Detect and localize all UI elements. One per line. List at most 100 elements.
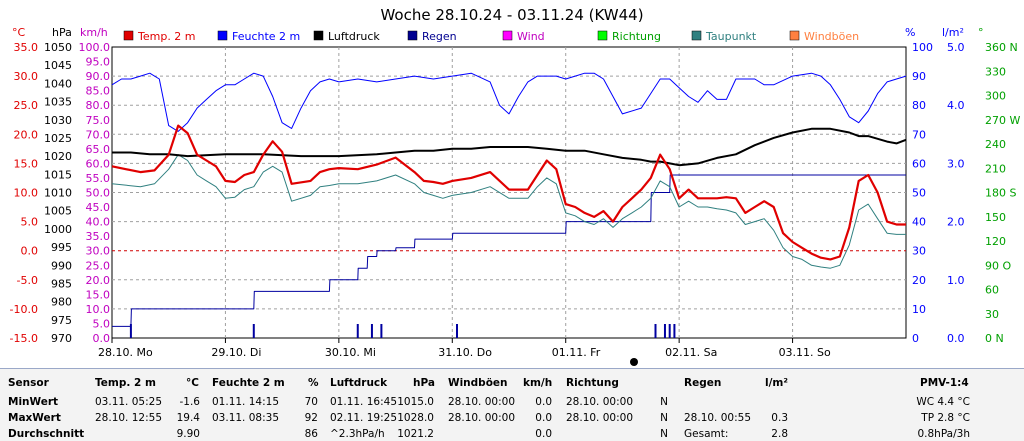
- tick-direction: 180 S: [985, 187, 1016, 200]
- series-layer: [111, 72, 907, 338]
- tick-wind: 90.0: [86, 70, 111, 83]
- hdr-luft: Luftdruck: [330, 377, 388, 389]
- legend-label: Luftdruck: [328, 30, 380, 43]
- weather-chart: Woche 28.10.24 - 03.11.24 (KW44) 35.0 30.…: [10, 6, 1021, 366]
- hdr-richt: Richtung: [566, 377, 619, 389]
- tick-wind: 30.0: [86, 245, 111, 258]
- legend-label: Temp. 2 m: [137, 30, 196, 43]
- hdr-feuchte: Feuchte 2 m: [212, 377, 285, 389]
- tick-wind: 20.0: [86, 274, 111, 287]
- temp-time: 28.10. 12:55: [95, 412, 162, 424]
- hdr-feuchte-unit: %: [308, 377, 319, 389]
- row-label: MaxWert: [8, 412, 61, 424]
- tick-rain: 3.0: [947, 157, 965, 170]
- legend-label: Windböen: [804, 30, 859, 43]
- hdr-luft-unit: hPa: [413, 377, 435, 389]
- tick-wind: 70.0: [86, 128, 111, 141]
- legend-label: Feuchte 2 m: [232, 30, 300, 43]
- richt-time: 28.10. 00:00: [566, 396, 633, 408]
- tick-direction: 210: [985, 162, 1006, 175]
- tick-humidity: 30: [912, 245, 926, 258]
- series-taupunkt: [111, 154, 906, 269]
- legend-label: Regen: [422, 30, 457, 43]
- tick-wind: 100.0: [79, 41, 111, 54]
- hdr-temp-unit: °C: [186, 377, 199, 389]
- tick-wind: 10.0: [86, 303, 111, 316]
- hdr-regen-unit: l/m²: [765, 377, 788, 389]
- tick-pressure: 970: [51, 332, 72, 345]
- series-feuchte-2-m: [111, 72, 907, 132]
- tick-rain: 5.0: [947, 41, 965, 54]
- tick-pressure: 1045: [44, 59, 72, 72]
- tick-wind: 0.0: [93, 332, 111, 345]
- row-label: MinWert: [8, 396, 59, 408]
- richt-value: N: [660, 412, 668, 424]
- legend: Temp. 2 m Feuchte 2 m Luftdruck Regen Wind Ri…: [123, 30, 859, 43]
- legend-label: Wind: [517, 30, 545, 43]
- tick-direction: 0 N: [985, 332, 1004, 345]
- legend-swatch: [502, 30, 513, 41]
- x-label: 03.11. So: [779, 346, 831, 359]
- tick-rain: 0.0: [947, 332, 965, 345]
- chart-title: Woche 28.10.24 - 03.11.24 (KW44): [380, 6, 643, 24]
- legend-swatch: [123, 30, 134, 41]
- tick-pressure: 1020: [44, 150, 72, 163]
- tick-temp: 10.0: [14, 187, 39, 200]
- x-label: 31.10. Do: [438, 346, 492, 359]
- tick-rain: 2.0: [947, 216, 965, 229]
- hdr-wind: Windböen: [448, 377, 508, 389]
- hdr-temp: Temp. 2 m: [95, 377, 156, 389]
- tick-humidity: 10: [912, 303, 926, 316]
- tick-pressure: 985: [51, 277, 72, 290]
- hdr-regen: Regen: [684, 377, 722, 389]
- hdr-wind-unit: km/h: [523, 377, 553, 389]
- tick-wind: 85.0: [86, 85, 111, 98]
- tick-humidity: 20: [912, 274, 926, 287]
- tick-temp: 35.0: [14, 41, 39, 54]
- tick-pressure: 1035: [44, 96, 72, 109]
- tick-wind: 35.0: [86, 230, 111, 243]
- regen-value: 2.8: [771, 428, 788, 440]
- tick-humidity: 80: [912, 99, 926, 112]
- tick-temp: -5.0: [17, 274, 38, 287]
- tick-humidity: 0: [912, 332, 919, 345]
- feuchte-time: 03.11. 08:35: [212, 412, 279, 424]
- tick-wind: 95.0: [86, 56, 111, 69]
- tick-direction: 30: [985, 308, 999, 321]
- tick-temp: -15.0: [10, 332, 38, 345]
- tick-temp: 15.0: [14, 157, 39, 170]
- tick-pressure: 1040: [44, 77, 72, 90]
- tick-wind: 5.0: [93, 317, 111, 330]
- tick-direction: 300: [985, 90, 1006, 103]
- legend-label: Taupunkt: [705, 30, 757, 43]
- x-label: 02.11. Sa: [665, 346, 717, 359]
- tick-rain: 1.0: [947, 274, 965, 287]
- wind-value: 0.0: [535, 428, 552, 440]
- wind-value: 0.0: [535, 412, 552, 424]
- tick-wind: 60.0: [86, 157, 111, 170]
- hdr-sensor: Sensor: [8, 377, 49, 389]
- tick-direction: 60: [985, 284, 999, 297]
- unit-celsius: °C: [12, 26, 26, 39]
- regen-time: 28.10. 00:55: [684, 412, 751, 424]
- wind-value: 0.0: [535, 396, 552, 408]
- legend-swatch: [313, 30, 324, 41]
- axes: 35.030.025.020.015.010.05.00.0-5.0-10.0-…: [10, 26, 1021, 345]
- richt-value: N: [660, 396, 668, 408]
- tick-humidity: 70: [912, 128, 926, 141]
- unit-kmh: km/h: [80, 26, 108, 39]
- wind-time: 28.10. 00:00: [448, 396, 515, 408]
- tick-wind: 40.0: [86, 216, 111, 229]
- legend-swatch: [597, 30, 608, 41]
- feuchte-value: 92: [304, 412, 318, 424]
- pmv-value: WC 4.4 °C: [916, 396, 970, 408]
- series-temp-2-m: [111, 124, 906, 261]
- feuchte-value: 70: [304, 396, 318, 408]
- tick-wind: 25.0: [86, 259, 111, 272]
- x-axis-labels: 28.10. Mo 29.10. Di 30.10. Mi 31.10. Do 01.1…: [98, 338, 831, 359]
- tick-pressure: 1015: [44, 168, 72, 181]
- luft-time: 02.11. 19:25: [330, 412, 397, 424]
- tick-direction: 360 N: [985, 41, 1018, 54]
- tick-pressure: 995: [51, 241, 72, 254]
- legend-label: Richtung: [612, 30, 661, 43]
